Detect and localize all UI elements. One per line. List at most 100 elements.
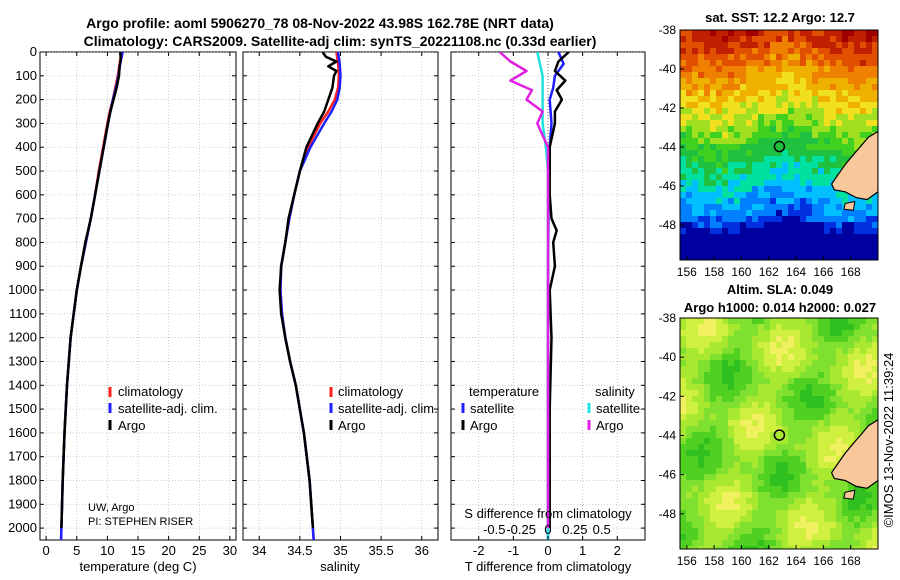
- map-cell: [770, 498, 777, 505]
- map-cell: [698, 36, 705, 43]
- map-cell: [758, 408, 765, 415]
- map-cell: [800, 258, 807, 260]
- map-cell: [692, 102, 699, 109]
- map-cell: [698, 420, 705, 427]
- map-cell: [734, 240, 741, 247]
- map-cell: [854, 318, 861, 325]
- map-cell: [758, 228, 765, 235]
- map-cell: [776, 240, 783, 247]
- map-cell: [860, 534, 867, 541]
- map-cell: [842, 330, 849, 337]
- map-cell: [746, 468, 753, 475]
- map-cell: [776, 156, 783, 163]
- map-cell: [770, 162, 777, 169]
- map-cell: [734, 126, 741, 133]
- map-cell: [812, 180, 819, 187]
- map-cell: [860, 360, 867, 367]
- map-cell: [800, 390, 807, 397]
- map-cell: [818, 216, 825, 223]
- map-cell: [680, 132, 687, 139]
- map-cell: [818, 390, 825, 397]
- map-cell: [686, 480, 693, 487]
- map-cell: [704, 246, 711, 253]
- map-cell: [812, 108, 819, 115]
- map-cell: [680, 96, 687, 103]
- depth-tick-label: 1700: [8, 449, 37, 464]
- map-cell: [866, 102, 873, 109]
- map-cell: [746, 174, 753, 181]
- map-cell: [770, 30, 777, 37]
- map-cell: [788, 36, 795, 43]
- map-cell: [824, 186, 831, 193]
- map-cell: [710, 30, 717, 37]
- map-cell: [746, 438, 753, 445]
- legend-label-argo: Argo: [118, 418, 145, 433]
- map-cell: [836, 228, 843, 235]
- map-cell: [788, 120, 795, 127]
- map-cell: [716, 114, 723, 121]
- map-cell: [764, 510, 771, 517]
- map-cell: [752, 468, 759, 475]
- map-cell: [764, 336, 771, 343]
- map-cell: [728, 78, 735, 85]
- map-cell: [788, 186, 795, 193]
- map-cell: [734, 138, 741, 145]
- map-cell: [800, 378, 807, 385]
- map-cell: [830, 84, 837, 91]
- map-cell: [836, 126, 843, 133]
- map-cell: [692, 468, 699, 475]
- map-cell: [872, 192, 878, 199]
- map-cell: [710, 384, 717, 391]
- map-cell: [794, 396, 801, 403]
- map-cell: [842, 516, 849, 523]
- map-cell: [740, 378, 747, 385]
- map-cell: [764, 438, 771, 445]
- map-cell: [788, 192, 795, 199]
- map-cell: [680, 126, 687, 133]
- map-cell: [680, 42, 687, 49]
- map-cell: [806, 258, 813, 260]
- map-cell: [800, 78, 807, 85]
- map-cell: [830, 348, 837, 355]
- map-cell: [758, 534, 765, 541]
- map-cell: [800, 540, 807, 547]
- map-cell: [746, 432, 753, 439]
- land-stewart-island: [843, 200, 856, 211]
- map-cell: [752, 78, 759, 85]
- map-cell: [872, 108, 878, 115]
- map-cell: [836, 378, 843, 385]
- map-cell: [782, 390, 789, 397]
- map-cell: [686, 498, 693, 505]
- map-cell: [770, 228, 777, 235]
- map-cell: [842, 504, 849, 511]
- map-cell: [800, 216, 807, 223]
- map-cell: [716, 318, 723, 325]
- map-cell: [848, 198, 855, 205]
- map-cell: [812, 192, 819, 199]
- map-cell: [710, 462, 717, 469]
- map-cell: [758, 48, 765, 55]
- map-cell: [734, 180, 741, 187]
- map-cell: [872, 324, 878, 331]
- map-cell: [788, 420, 795, 427]
- map-cell: [764, 78, 771, 85]
- map-cell: [842, 42, 849, 49]
- map-cell: [824, 198, 831, 205]
- map-cell: [692, 240, 699, 247]
- map-cell: [752, 120, 759, 127]
- map-cell: [812, 462, 819, 469]
- map-cell: [782, 438, 789, 445]
- map-cell: [746, 102, 753, 109]
- map-cell: [722, 72, 729, 79]
- map-cell: [854, 54, 861, 61]
- map-cell: [698, 246, 705, 253]
- map-cell: [722, 168, 729, 175]
- map-cell: [692, 36, 699, 43]
- map-cell: [830, 510, 837, 517]
- map-cell: [758, 108, 765, 115]
- map-cell: [842, 138, 849, 145]
- map-cell: [746, 48, 753, 55]
- map-cell: [800, 348, 807, 355]
- map-cell: [740, 222, 747, 229]
- map-cell: [698, 468, 705, 475]
